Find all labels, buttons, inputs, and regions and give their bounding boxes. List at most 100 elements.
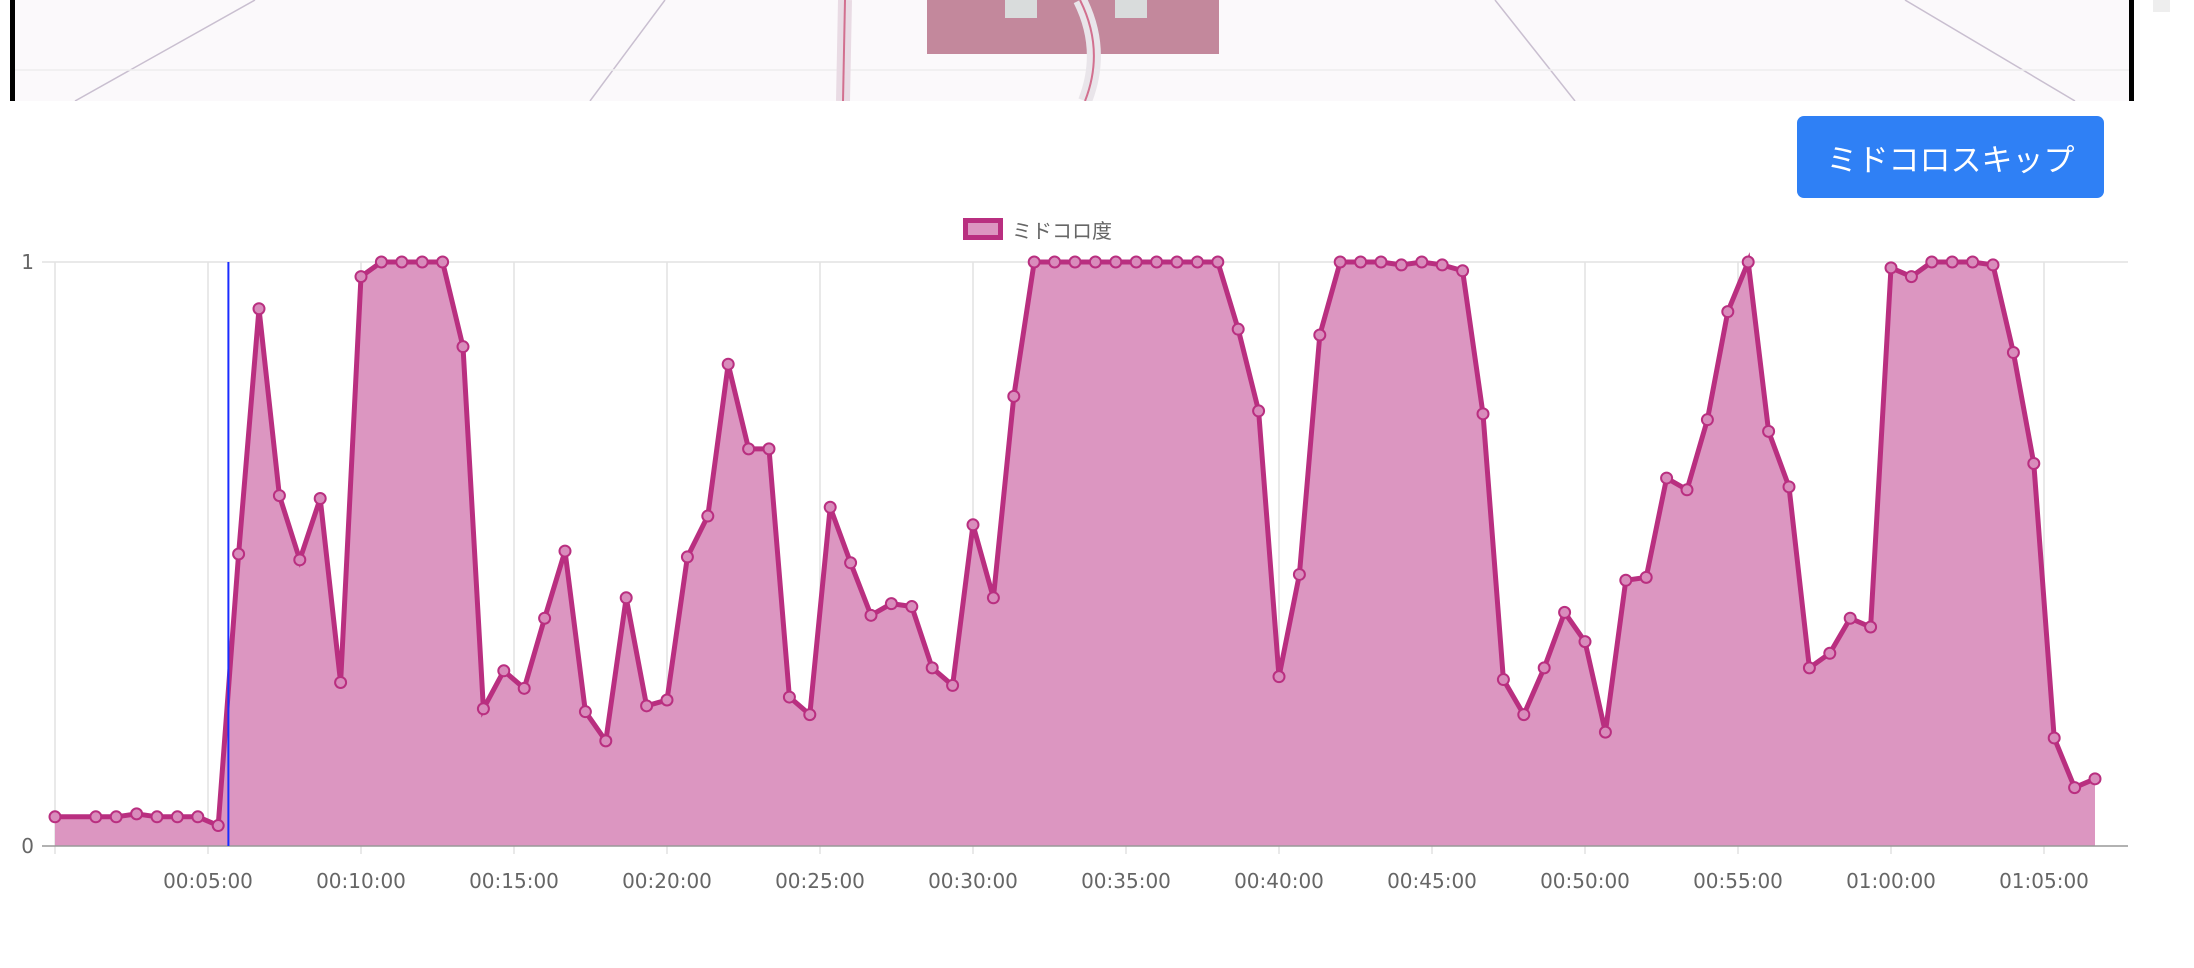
data-point[interactable] [1639, 570, 1653, 584]
data-point[interactable] [415, 255, 429, 269]
data-point[interactable] [1700, 413, 1714, 427]
data-point[interactable] [1109, 255, 1123, 269]
data-point[interactable] [1843, 611, 1857, 625]
data-point[interactable] [2088, 772, 2102, 786]
data-point[interactable] [1619, 573, 1633, 587]
data-point[interactable] [374, 255, 388, 269]
data-point[interactable] [293, 553, 307, 567]
data-point[interactable] [905, 600, 919, 614]
data-point[interactable] [1680, 483, 1694, 497]
data-point[interactable] [48, 810, 62, 824]
data-point[interactable] [1068, 255, 1082, 269]
data-point[interactable] [476, 702, 490, 716]
data-point[interactable] [232, 547, 246, 561]
data-point[interactable] [1925, 255, 1939, 269]
data-point[interactable] [1558, 605, 1572, 619]
data-point[interactable] [619, 591, 633, 605]
data-point[interactable] [1966, 255, 1980, 269]
data-point[interactable] [1027, 255, 1041, 269]
data-point[interactable] [1292, 567, 1306, 581]
data-point[interactable] [130, 807, 144, 821]
data-point[interactable] [89, 810, 103, 824]
data-point[interactable] [823, 500, 837, 514]
data-point[interactable] [1435, 258, 1449, 272]
data-point[interactable] [864, 608, 878, 622]
data-point[interactable] [1272, 670, 1286, 684]
data-point[interactable] [680, 550, 694, 564]
data-point[interactable] [742, 442, 756, 456]
data-point[interactable] [211, 819, 225, 833]
data-point[interactable] [1945, 255, 1959, 269]
data-point[interactable] [2006, 346, 2020, 360]
data-point[interactable] [1048, 255, 1062, 269]
data-point[interactable] [762, 442, 776, 456]
data-point[interactable] [599, 734, 613, 748]
data-point[interactable] [660, 693, 674, 707]
midokoro-skip-button[interactable]: ミドコロスキップ [1797, 116, 2104, 198]
data-point[interactable] [721, 357, 735, 371]
data-point[interactable] [1660, 471, 1674, 485]
data-point[interactable] [1252, 404, 1266, 418]
data-point[interactable] [1884, 261, 1898, 275]
data-point[interactable] [1313, 328, 1327, 342]
data-point[interactable] [1007, 389, 1021, 403]
data-point[interactable] [436, 255, 450, 269]
data-point[interactable] [844, 556, 858, 570]
data-point[interactable] [1823, 646, 1837, 660]
data-point[interactable] [1415, 255, 1429, 269]
scrollbar[interactable] [2153, 0, 2170, 12]
data-point[interactable] [1190, 255, 1204, 269]
data-point[interactable] [252, 302, 266, 316]
data-point[interactable] [1721, 305, 1735, 319]
data-point[interactable] [1150, 255, 1164, 269]
data-point[interactable] [2068, 781, 2082, 795]
data-point[interactable] [1762, 424, 1776, 438]
data-point[interactable] [1517, 708, 1531, 722]
data-point[interactable] [456, 340, 470, 354]
data-point[interactable] [1170, 255, 1184, 269]
data-point[interactable] [2047, 731, 2061, 745]
data-point[interactable] [884, 597, 898, 611]
data-point[interactable] [803, 708, 817, 722]
data-point[interactable] [170, 810, 184, 824]
data-point[interactable] [1578, 635, 1592, 649]
data-point[interactable] [701, 509, 715, 523]
data-point[interactable] [558, 544, 572, 558]
data-point[interactable] [313, 492, 327, 506]
data-point[interactable] [1374, 255, 1388, 269]
data-point[interactable] [2027, 456, 2041, 470]
data-point[interactable] [925, 661, 939, 675]
data-point[interactable] [334, 675, 348, 689]
data-point[interactable] [640, 699, 654, 713]
data-point[interactable] [1496, 673, 1510, 687]
data-point[interactable] [517, 681, 531, 695]
data-point[interactable] [395, 255, 409, 269]
data-point[interactable] [782, 690, 796, 704]
midokoro-chart[interactable]: 00:05:00 00:10:00 00:15:00 00:20:00 00:25:00… [0, 240, 2194, 920]
data-point[interactable] [1211, 255, 1225, 269]
data-point[interactable] [986, 591, 1000, 605]
data-point[interactable] [497, 664, 511, 678]
data-point[interactable] [1986, 258, 2000, 272]
data-point[interactable] [1354, 255, 1368, 269]
data-point[interactable] [1088, 255, 1102, 269]
video-player[interactable] [10, 0, 2134, 101]
data-point[interactable] [1333, 255, 1347, 269]
data-point[interactable] [1394, 258, 1408, 272]
data-point[interactable] [1802, 661, 1816, 675]
data-point[interactable] [966, 518, 980, 532]
data-point[interactable] [150, 810, 164, 824]
data-point[interactable] [1864, 620, 1878, 634]
data-point[interactable] [272, 489, 286, 503]
data-point[interactable] [1904, 270, 1918, 284]
data-point[interactable] [1476, 407, 1490, 421]
chart-legend[interactable]: ミドコロ度 [963, 214, 1112, 244]
data-point[interactable] [191, 810, 205, 824]
data-point[interactable] [1598, 725, 1612, 739]
data-point[interactable] [354, 270, 368, 284]
data-point[interactable] [1456, 264, 1470, 278]
data-point[interactable] [946, 678, 960, 692]
data-point[interactable] [538, 611, 552, 625]
data-point[interactable] [578, 705, 592, 719]
data-point[interactable] [109, 810, 123, 824]
